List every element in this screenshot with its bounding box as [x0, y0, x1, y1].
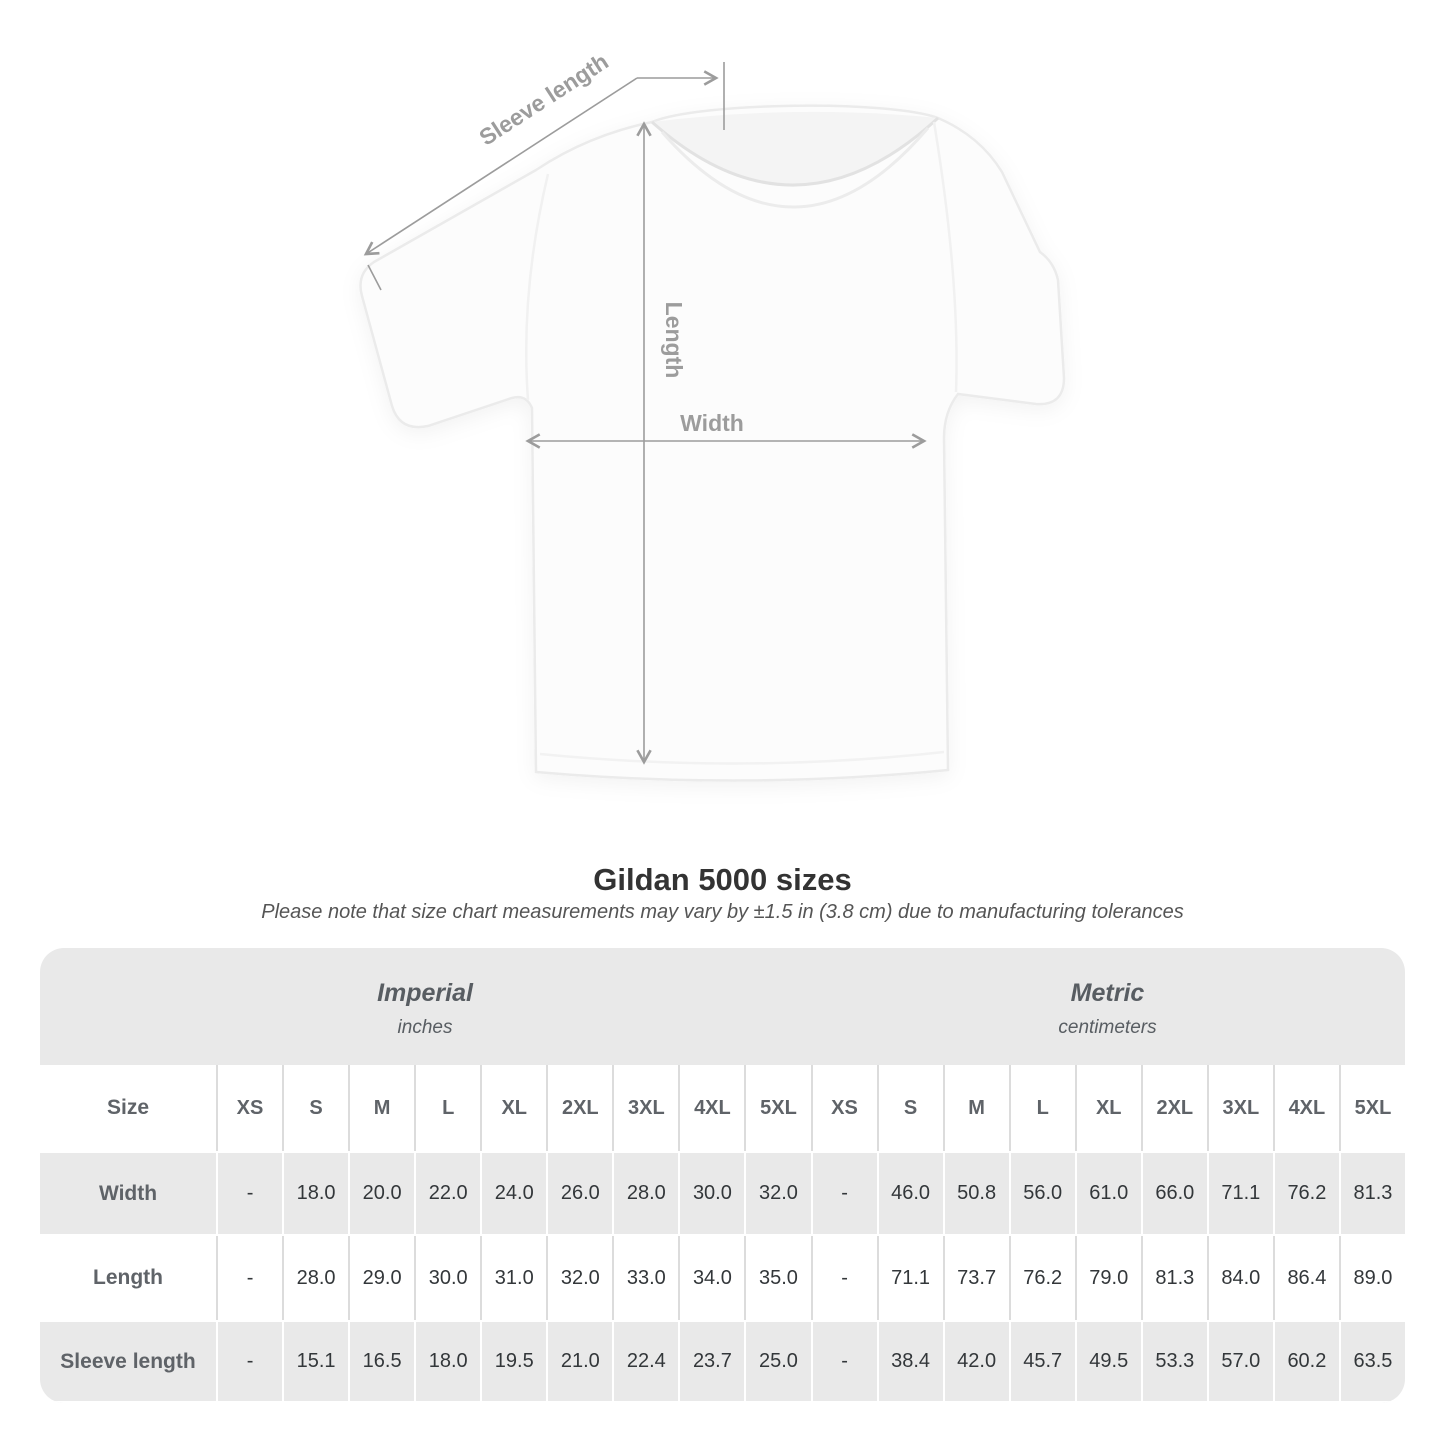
size-column-header: XS [810, 1065, 877, 1151]
page-subtitle: Please note that size chart measurements… [261, 901, 1184, 923]
value-cell: 45.7 [1008, 1320, 1075, 1403]
size-header-cell: Size [40, 1065, 216, 1151]
value-cell: 15.1 [282, 1320, 349, 1403]
value-cell: - [216, 1236, 283, 1320]
size-column-header: S [282, 1065, 349, 1151]
value-cell: 71.1 [1206, 1151, 1273, 1236]
value-cell: 56.0 [1008, 1151, 1075, 1236]
sleeve-length-label: Sleeve length [474, 48, 613, 151]
value-cell: 63.5 [1338, 1320, 1405, 1403]
value-cell: 22.4 [612, 1320, 679, 1403]
size-column-header: 3XL [612, 1065, 679, 1151]
value-cell: 34.0 [678, 1236, 745, 1320]
sleeve-tick [367, 264, 382, 291]
value-cell: 53.3 [1140, 1320, 1207, 1403]
value-cell: 16.5 [348, 1320, 415, 1403]
tshirt-svg: Sleeve length Length Width [359, 48, 1066, 782]
size-column-header: 2XL [546, 1065, 613, 1151]
value-cell: 22.0 [414, 1151, 481, 1236]
value-cell: 49.5 [1074, 1320, 1141, 1403]
row-label-sleeve-length: Sleeve length [40, 1320, 216, 1403]
size-column-header: XS [216, 1065, 283, 1151]
imperial-label: Imperial [377, 978, 473, 1007]
imperial-unit: inches [397, 1016, 453, 1038]
value-cell: 35.0 [744, 1236, 811, 1320]
value-cell: 84.0 [1206, 1236, 1273, 1320]
value-cell: 81.3 [1140, 1236, 1207, 1320]
size-column-header: 4XL [678, 1065, 745, 1151]
value-cell: 32.0 [546, 1236, 613, 1320]
size-column-header: 3XL [1206, 1065, 1273, 1151]
row-label-width: Width [40, 1151, 216, 1236]
page-title: Gildan 5000 sizes [593, 862, 852, 897]
value-cell: 81.3 [1338, 1151, 1405, 1236]
imperial-group-header: Imperial inches [40, 948, 810, 1065]
value-cell: 32.0 [744, 1151, 811, 1236]
tshirt-diagram: Sleeve length Length Width [359, 48, 1066, 782]
value-cell: 71.1 [876, 1236, 943, 1320]
size-column-header: S [876, 1065, 943, 1151]
value-cell: 28.0 [612, 1151, 679, 1236]
size-header-row: Size XS S M L XL 2XL 3XL 4XL 5XL XS S M L XL 2XL 3XL 4XL… [40, 1065, 1405, 1151]
metric-group-header: Metric centimeters [810, 948, 1405, 1065]
value-cell: 26.0 [546, 1151, 613, 1236]
size-column-header: 2XL [1140, 1065, 1207, 1151]
value-cell: 33.0 [612, 1236, 679, 1320]
value-cell: 18.0 [282, 1151, 349, 1236]
value-cell: 50.8 [942, 1151, 1009, 1236]
size-column-header: XL [480, 1065, 547, 1151]
value-cell: 19.5 [480, 1320, 547, 1403]
value-cell: 73.7 [942, 1236, 1009, 1320]
size-column-header: M [348, 1065, 415, 1151]
value-cell: 46.0 [876, 1151, 943, 1236]
size-column-header: XL [1074, 1065, 1141, 1151]
value-cell: 86.4 [1272, 1236, 1339, 1320]
metric-unit: centimeters [1058, 1016, 1157, 1038]
table-row-length: Length -28.0 29.0 30.0 31.0 32.0 33.0 34.0 35.0… [40, 1236, 1405, 1320]
value-cell: 24.0 [480, 1151, 547, 1236]
value-cell: 42.0 [942, 1320, 1009, 1403]
metric-label: Metric [1070, 978, 1145, 1007]
value-cell: 31.0 [480, 1236, 547, 1320]
value-cell: 30.0 [678, 1151, 745, 1236]
value-cell: 25.0 [744, 1320, 811, 1403]
value-cell: 23.7 [678, 1320, 745, 1403]
size-column-header: L [1008, 1065, 1075, 1151]
value-cell: - [810, 1236, 877, 1320]
table-row-sleeve-length: Sleeve length -15.1 16.5 18.0 19.5 21.0 22.4 2… [40, 1320, 1405, 1403]
tshirt-shape [359, 104, 1066, 782]
table-row-width: Width -18.0 20.0 22.0 24.0 26.0 28.0 30.0 32.0-… [40, 1151, 1405, 1236]
value-cell: 29.0 [348, 1236, 415, 1320]
size-column-header: L [414, 1065, 481, 1151]
value-cell: 61.0 [1074, 1151, 1141, 1236]
value-cell: - [216, 1320, 283, 1403]
size-column-header: 4XL [1272, 1065, 1339, 1151]
value-cell: 66.0 [1140, 1151, 1207, 1236]
row-label-length: Length [40, 1236, 216, 1320]
width-label: Width [680, 410, 744, 436]
value-cell: 20.0 [348, 1151, 415, 1236]
value-cell: 18.0 [414, 1320, 481, 1403]
size-column-header: M [942, 1065, 1009, 1151]
value-cell: - [810, 1151, 877, 1236]
value-cell: 89.0 [1338, 1236, 1405, 1320]
size-column-header: 5XL [744, 1065, 811, 1151]
table-header-band: Imperial inches Metric centimeters [40, 948, 1405, 1065]
value-cell: - [810, 1320, 877, 1403]
value-cell: 38.4 [876, 1320, 943, 1403]
size-column-header: 5XL [1338, 1065, 1405, 1151]
size-table: Imperial inches Metric centimeters Size … [40, 948, 1405, 1403]
value-cell: 28.0 [282, 1236, 349, 1320]
value-cell: 21.0 [546, 1320, 613, 1403]
value-cell: - [216, 1151, 283, 1236]
sleeve-length-arrow [363, 77, 638, 256]
value-cell: 79.0 [1074, 1236, 1141, 1320]
value-cell: 30.0 [414, 1236, 481, 1320]
value-cell: 76.2 [1008, 1236, 1075, 1320]
value-cell: 76.2 [1272, 1151, 1339, 1236]
value-cell: 60.2 [1272, 1320, 1339, 1403]
length-label: Length [661, 302, 687, 379]
value-cell: 57.0 [1206, 1320, 1273, 1403]
